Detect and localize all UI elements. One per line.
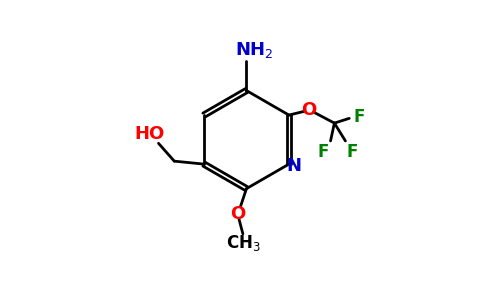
Text: NH$_2$: NH$_2$ (235, 40, 273, 59)
Text: O: O (302, 101, 317, 119)
Text: F: F (317, 143, 329, 161)
Text: F: F (353, 108, 365, 126)
Text: CH$_3$: CH$_3$ (226, 233, 260, 253)
Text: O: O (230, 205, 245, 223)
Text: F: F (346, 143, 358, 161)
Text: N: N (287, 157, 302, 175)
Text: HO: HO (134, 124, 164, 142)
